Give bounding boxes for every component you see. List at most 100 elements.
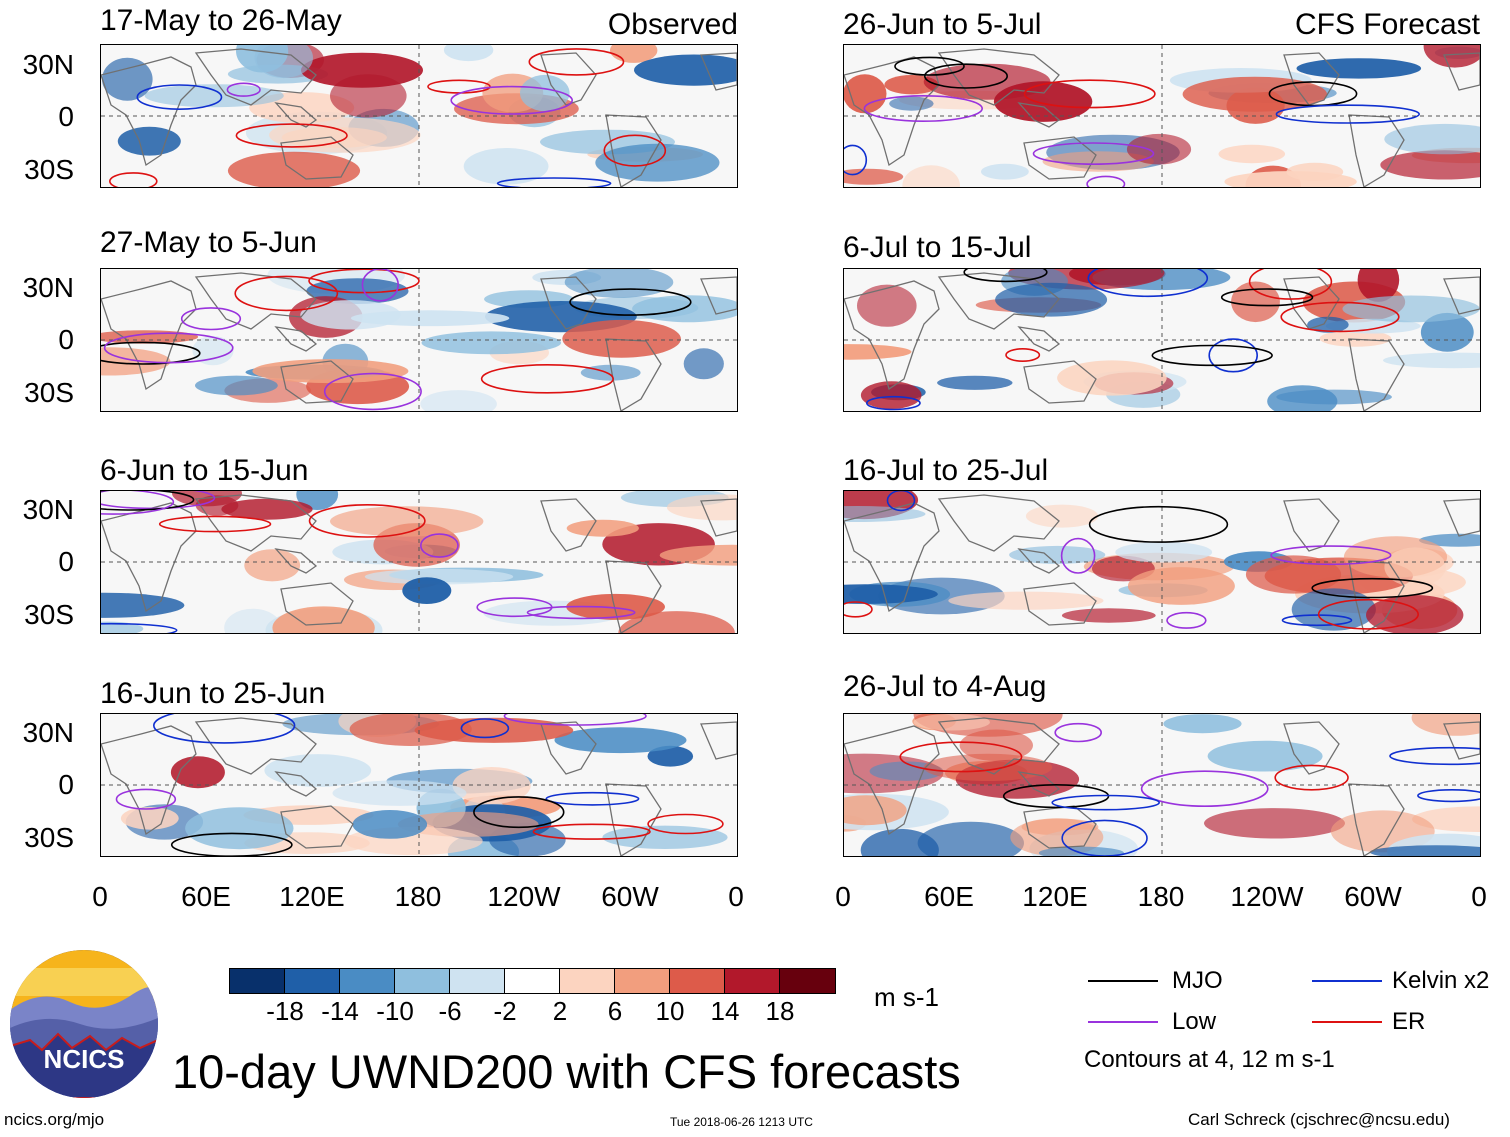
footer-timestamp: Tue 2018-06-26 1213 UTC [670,1115,813,1129]
contour-line [1140,770,1269,807]
contour-line [603,134,667,167]
uwnd-shading [889,96,934,111]
land-outline [540,721,597,775]
lat-label-30s: 30S [24,377,74,408]
colorbar-swatch [230,969,285,993]
uwnd-shading [844,168,904,185]
uwnd-shading [602,825,728,849]
footer-url[interactable]: ncics.org/mjo [4,1110,105,1129]
contour-line [153,714,296,744]
colorbar-swatch [505,969,560,993]
colorbar-swatch [615,969,670,993]
contour-line [115,788,177,810]
land-outline [1348,560,1405,633]
uwnd-shading [860,828,939,856]
contour-line [1086,175,1126,187]
colorbar-swatch [395,969,450,993]
contour-line [528,48,625,76]
contour-line [1281,614,1353,627]
uwnd-shading [844,344,912,360]
land-outline [194,717,317,775]
land-outline [1017,548,1061,574]
panel-title-fc-1: 26-Jun to 5-Jul [843,8,1042,41]
lat-label-30n: 30N [22,49,74,80]
map-panel-fc-2 [843,268,1481,412]
uwnd-shading [1384,123,1480,155]
land-outline [1023,582,1097,626]
panel-title-fc-2: 6-Jul to 15-Jul [843,231,1032,264]
contour-line [1087,269,1209,298]
uwnd-shading [1380,150,1480,180]
lon-label-180: 180 [394,881,442,912]
contour-line [109,172,158,187]
colorbar-tick: -6 [438,996,462,1026]
land-outline [194,48,317,106]
observed-label: Observed [607,8,738,41]
land-outline [1443,52,1480,91]
land-outline [700,721,737,760]
uwnd-shading [120,807,179,830]
lat-label-eq: 0 [58,769,74,800]
lat-label-30n: 30N [22,494,74,525]
uwnd-shading [618,611,735,633]
contour-line [963,269,1048,283]
contour-line [647,813,724,835]
colorbar-tick: 10 [655,996,685,1026]
uwnd-shading [227,151,361,187]
contour-line [1270,545,1392,566]
uwnd-shading [1231,281,1280,323]
contour-line [1151,344,1273,367]
panel-title-obs-3: 6-Jun to 15-Jun [100,454,309,487]
uwnd-shading [144,84,284,108]
uwnd-shading [1296,58,1422,79]
land-outline [937,272,1060,330]
contour-line [361,269,399,302]
lon-label-60e: 60E [181,881,231,912]
land-outline [280,360,354,404]
uwnd-shading [1218,144,1286,164]
lon-label-0-end: 0 [1471,881,1487,912]
uwnd-shading [332,780,467,806]
legend-label-er: ER [1392,1008,1426,1035]
lon-label-120w: 120W [1230,881,1304,912]
land-outline [274,548,318,574]
uwnd-shading [1319,330,1392,347]
uwnd-shading [562,319,681,358]
colorbar-swatch [725,969,780,993]
uwnd-shading [101,592,185,618]
uwnd-shading [683,348,724,380]
contour-line [158,515,272,533]
uwnd-shading [948,591,1104,610]
uwnd-shading [902,165,960,187]
ncics-logo-text: NCICS [44,1044,125,1074]
uwnd-shading [844,584,938,604]
uwnd-shading [452,767,531,804]
colorbar [229,968,836,994]
uwnd-shading [244,549,301,582]
land-outline [1443,276,1480,315]
uwnd-shading [443,45,494,62]
uwnd-shading [923,753,1053,781]
land-outline [844,725,940,836]
uwnd-shading [520,74,570,112]
contour-line [496,177,612,187]
uwnd-shading [1009,545,1106,564]
contour-line [899,741,1023,773]
contour-line [844,144,868,176]
land-outline [937,494,1060,552]
contour-line [1051,794,1161,811]
panel-title-fc-4: 26-Jul to 4-Aug [843,670,1047,703]
uwnd-shading [1423,45,1480,68]
lat-label-30n: 30N [22,272,74,303]
contour-line [1220,288,1314,307]
land-outline [540,276,597,330]
uwnd-shading [1057,360,1167,396]
main-title: 10-day UWND200 with CFS forecasts [172,1045,961,1098]
uwnd-shading [463,148,549,185]
uwnd-shading [1357,269,1400,302]
panel-title-fc-3: 16-Jul to 25-Jul [843,454,1049,487]
land-outline [1023,136,1097,180]
uwnd-shading [1126,133,1192,165]
uwnd-shading [170,756,225,789]
uwnd-shading [1369,845,1480,856]
